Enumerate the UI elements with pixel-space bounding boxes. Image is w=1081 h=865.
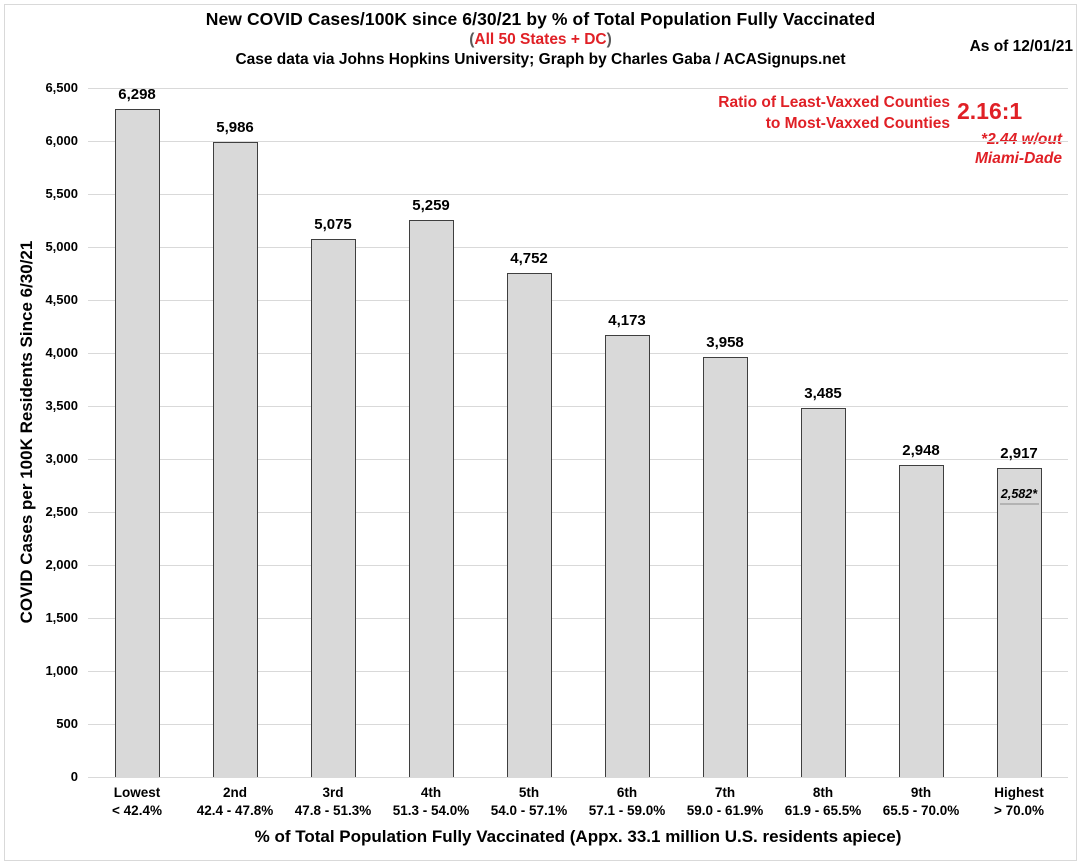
x-category-tier: 6th [616, 785, 638, 800]
gridline [88, 87, 1068, 89]
gridline [88, 670, 1068, 672]
y-tick-label: 2,000 [45, 557, 78, 572]
gridline [88, 564, 1068, 566]
chart-credit: Case data via Johns Hopkins University; … [235, 51, 846, 68]
bar-value-label: 2,917 [1000, 444, 1038, 462]
subtitle-paren-close: ) [606, 31, 612, 48]
y-tick-label: 6,000 [45, 133, 78, 148]
x-category-tier: Highest [994, 785, 1044, 800]
x-category-range: 54.0 - 57.1% [490, 803, 568, 818]
bar-value-label: 5,075 [314, 216, 352, 234]
x-category-range: 65.5 - 70.0% [882, 803, 960, 818]
as-of-date: As of 12/01/21 [969, 38, 1073, 55]
gridline [88, 299, 1068, 301]
chart-title: New COVID Cases/100K since 6/30/21 by % … [205, 9, 876, 29]
bar [506, 273, 552, 777]
y-tick-label: 6,500 [45, 80, 78, 95]
gridline [88, 511, 1068, 513]
bar-value-label: 5,259 [412, 196, 450, 214]
x-category-label: 7th 59.0 - 61.9% [687, 784, 764, 820]
x-category-label: Lowest < 42.4% [112, 784, 162, 820]
plot-area: 6,298 5,986 5,075 5,259 4,752 4,173 3,958 3,485… [88, 86, 1068, 778]
ratio-annotation-line2: to Most-Vaxxed Counties [765, 115, 950, 132]
x-category-range: 61.9 - 65.5% [784, 803, 862, 818]
y-tick-label: 4,000 [45, 345, 78, 360]
x-category-label: 6th 57.1 - 59.0% [589, 784, 666, 820]
x-category-tier: Lowest [113, 785, 161, 800]
ratio-footnote-line1: *2.44 w/out [981, 131, 1062, 148]
x-category-range: > 70.0% [994, 803, 1044, 818]
miami-dade-marker-line [999, 503, 1039, 506]
x-category-range: 57.1 - 59.0% [588, 803, 666, 818]
bar [702, 357, 748, 777]
gridline [88, 458, 1068, 460]
y-tick-label: 3,500 [45, 398, 78, 413]
x-category-label: 2nd 42.4 - 47.8% [197, 784, 274, 820]
x-category-range: 59.0 - 61.9% [686, 803, 764, 818]
x-category-tier: 5th [518, 785, 540, 800]
x-axis-line [88, 776, 1068, 778]
bar [408, 219, 454, 777]
bar-value-label: 5,986 [216, 119, 254, 137]
x-category-range: < 42.4% [112, 803, 162, 818]
x-category-label: 8th 61.9 - 65.5% [785, 784, 862, 820]
bar [800, 407, 846, 777]
gridline [88, 246, 1068, 248]
x-category-tier: 3rd [322, 785, 344, 800]
x-category-range: 51.3 - 54.0% [392, 803, 470, 818]
y-tick-label: 5,500 [45, 186, 78, 201]
bar-value-label: 4,752 [510, 250, 548, 268]
x-category-tier: 8th [812, 785, 834, 800]
gridline [88, 352, 1068, 354]
bar [212, 142, 258, 777]
ratio-value: 2.16:1 [957, 98, 1023, 124]
x-category-label: 9th 65.5 - 70.0% [883, 784, 960, 820]
bar [310, 239, 356, 777]
x-category-label: 5th 54.0 - 57.1% [491, 784, 568, 820]
bar-value-label: 2,948 [902, 441, 940, 459]
subtitle-paren-open: ( [469, 31, 475, 48]
miami-dade-marker-label: 2,582* [1000, 487, 1038, 502]
bar [604, 334, 650, 777]
ratio-footnote: *2.44 w/out Miami-Dade [975, 130, 1062, 168]
y-tick-label: 4,500 [45, 292, 78, 307]
gridline [88, 723, 1068, 725]
x-category-tier: 4th [420, 785, 442, 800]
x-category-label: 4th 51.3 - 54.0% [393, 784, 470, 820]
x-category-range: 47.8 - 51.3% [294, 803, 372, 818]
ratio-footnote-line2: Miami-Dade [975, 150, 1062, 167]
y-tick-label: 2,500 [45, 504, 78, 519]
x-category-tier: 7th [714, 785, 736, 800]
bar [114, 109, 160, 777]
chart-subtitle: (All 50 States + DC) [0, 31, 1081, 49]
x-category-tier: 2nd [222, 785, 247, 800]
bar [996, 467, 1042, 777]
subtitle-text: All 50 States + DC [474, 31, 607, 48]
y-tick-label: 1,000 [45, 663, 78, 678]
x-category-label: Highest > 70.0% [994, 784, 1044, 820]
gridline [88, 140, 1068, 142]
bar-value-label: 3,485 [804, 384, 842, 402]
y-tick-label: 1,500 [45, 610, 78, 625]
gridline [88, 405, 1068, 407]
x-category-range: 42.4 - 47.8% [196, 803, 274, 818]
y-tick-label: 500 [56, 716, 78, 731]
x-category-tier: 9th [910, 785, 932, 800]
y-tick-label: 5,000 [45, 239, 78, 254]
bar-value-label: 3,958 [706, 334, 744, 352]
bar-value-label: 6,298 [118, 86, 156, 104]
ratio-annotation-line1: Ratio of Least-Vaxxed Counties [718, 94, 950, 111]
ratio-annotation: Ratio of Least-Vaxxed Counties to Most-V… [718, 92, 950, 134]
x-axis-title: % of Total Population Fully Vaccinated (… [254, 827, 902, 846]
y-tick-label: 3,000 [45, 451, 78, 466]
y-tick-label: 0 [70, 769, 78, 784]
bar-value-label: 4,173 [608, 311, 646, 329]
gridline [88, 193, 1068, 195]
x-category-label: 3rd 47.8 - 51.3% [295, 784, 372, 820]
gridline [88, 617, 1068, 619]
bar [898, 464, 944, 777]
